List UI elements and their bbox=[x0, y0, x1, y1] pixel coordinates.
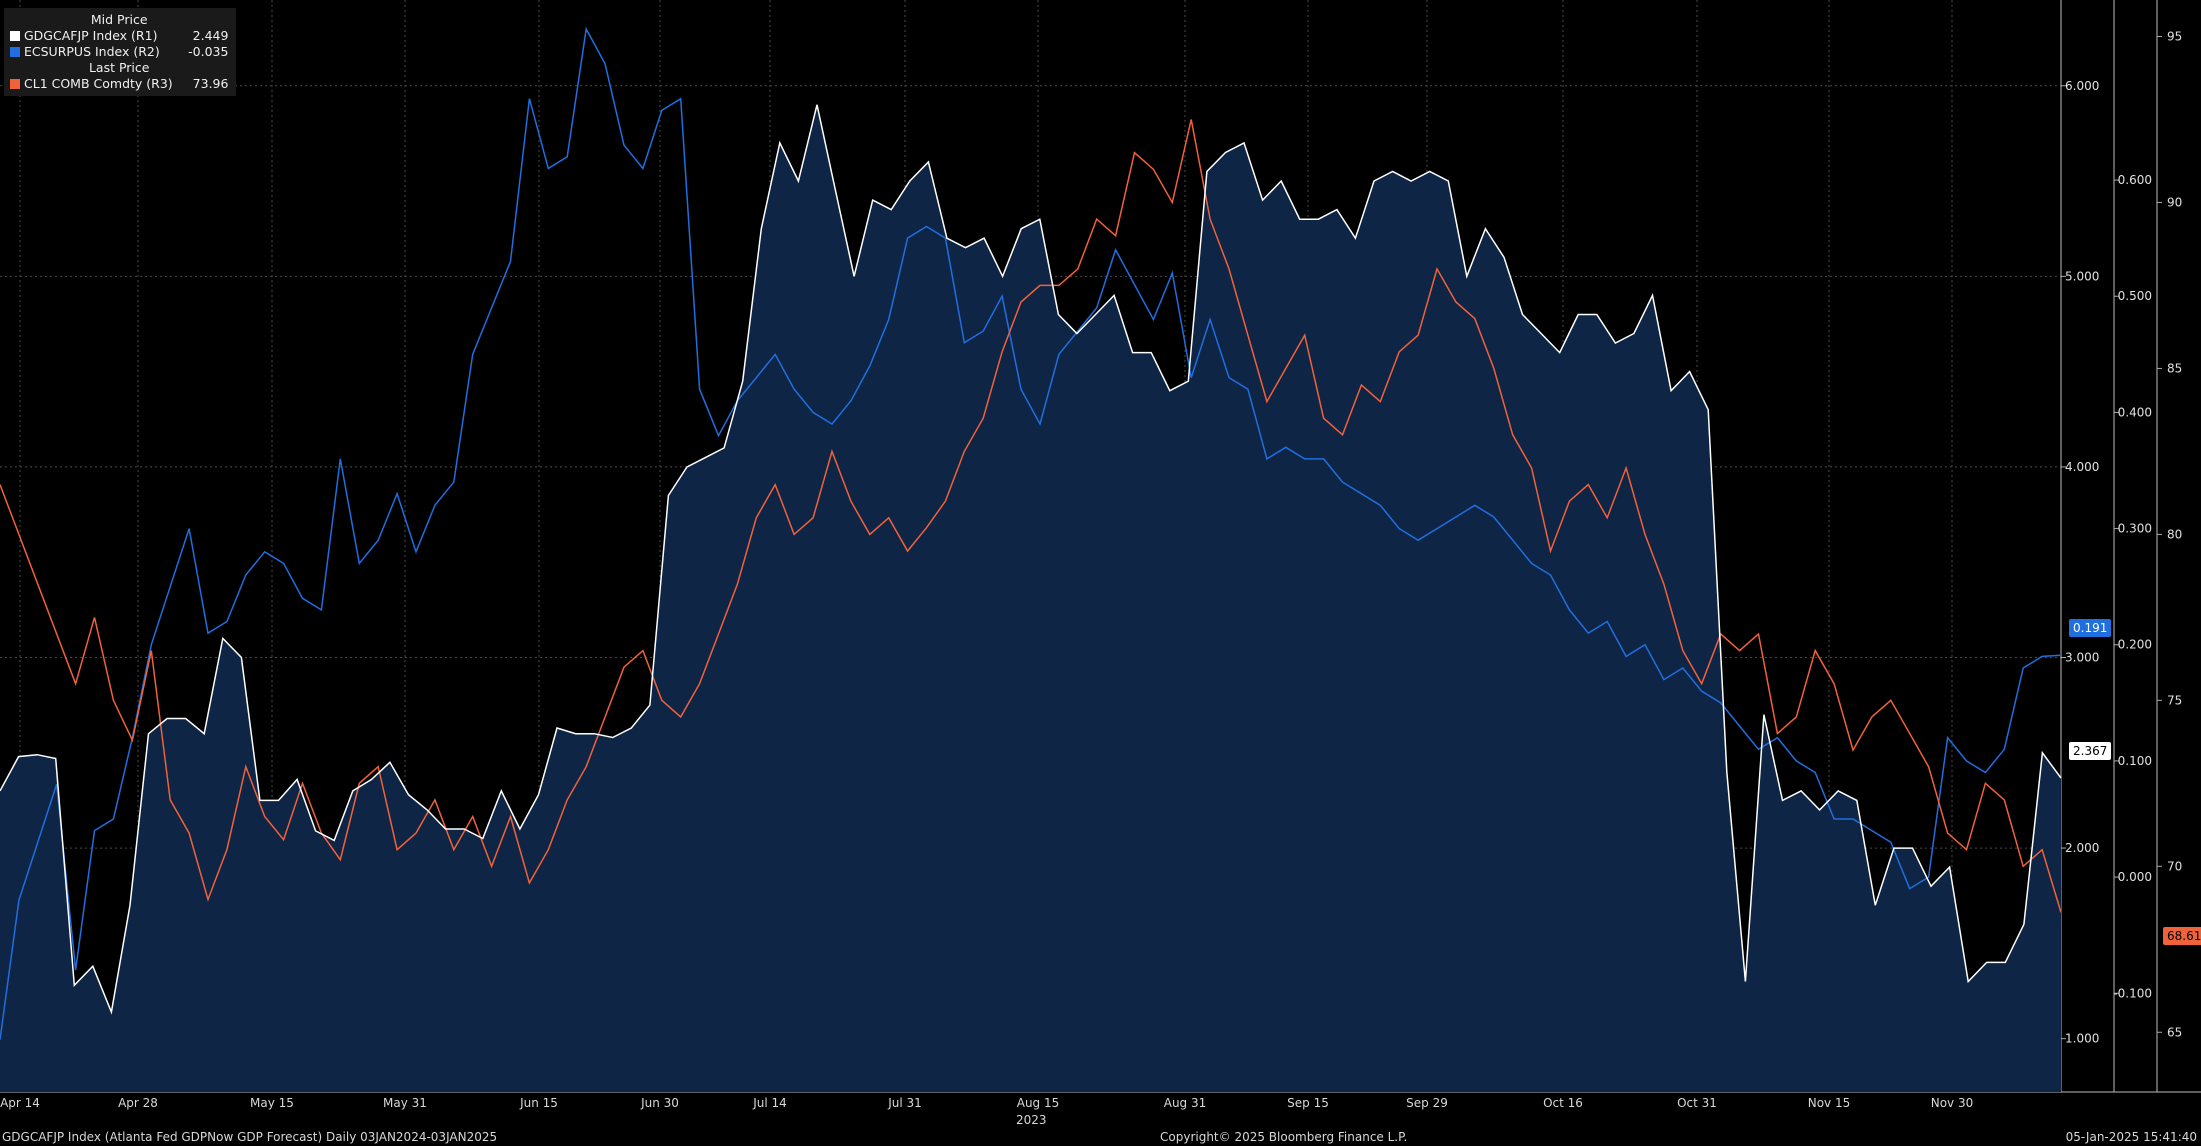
r2-tick-label: 0.400 bbox=[2118, 405, 2152, 419]
r3-tick-label: 70 bbox=[2167, 859, 2182, 873]
legend-item-ecsurpus: ECSURPUS Index (R2) -0.035 bbox=[10, 44, 228, 60]
ecsurpus-line bbox=[0, 26, 2062, 1040]
legend-swatch-blue bbox=[10, 47, 20, 57]
x-tick-label: Jun 30 bbox=[640, 1096, 679, 1110]
x-tick-label: Nov 30 bbox=[1931, 1096, 1974, 1110]
x-tick-label: Jul 14 bbox=[752, 1096, 787, 1110]
x-tick-label: Oct 31 bbox=[1677, 1096, 1717, 1110]
last-value-tag-r3: 68.61 bbox=[2163, 927, 2201, 945]
x-tick-label: Sep 15 bbox=[1287, 1096, 1329, 1110]
r2-tick-label: 0.100 bbox=[2118, 754, 2152, 768]
r1-tick-label: 3.000 bbox=[2065, 650, 2099, 664]
legend-value: 73.96 bbox=[192, 76, 229, 91]
legend-value: 2.449 bbox=[192, 28, 229, 43]
x-tick-label: Jul 31 bbox=[887, 1096, 922, 1110]
r3-tick-label: 95 bbox=[2167, 30, 2182, 44]
gdgcafjp-line bbox=[0, 104, 2062, 1015]
footer-description: GDGCAFJP Index (Atlanta Fed GDPNow GDP F… bbox=[2, 1130, 498, 1144]
x-tick-label: Apr 14 bbox=[0, 1096, 40, 1110]
r1-tick-label: 1.000 bbox=[2065, 1032, 2099, 1046]
gdgcafjp-area bbox=[0, 104, 2061, 1093]
r2-tick-label: 0.300 bbox=[2118, 522, 2152, 536]
r3-tick-label: 90 bbox=[2167, 195, 2182, 209]
r2-tick-label: 0.000 bbox=[2118, 870, 2152, 884]
legend-label: GDGCAFJP Index (R1) bbox=[24, 28, 158, 43]
legend-swatch-white bbox=[10, 31, 20, 41]
r3-tick-label: 65 bbox=[2167, 1025, 2182, 1039]
r2-tick-label: 0.500 bbox=[2118, 289, 2152, 303]
r3-tick-label: 85 bbox=[2167, 361, 2182, 375]
r1-tick-label: 2.000 bbox=[2065, 841, 2099, 855]
footer-copyright: Copyright© 2025 Bloomberg Finance L.P. bbox=[1160, 1130, 1408, 1144]
legend-item-gdgcafjp: GDGCAFJP Index (R1) 2.449 bbox=[10, 28, 228, 44]
x-tick-label: Sep 29 bbox=[1406, 1096, 1448, 1110]
x-tick-label: Aug 15 bbox=[1017, 1096, 1060, 1110]
r1-tick-label: 4.000 bbox=[2065, 460, 2099, 474]
x-tick-label: May 15 bbox=[250, 1096, 294, 1110]
x-tick-label: May 31 bbox=[383, 1096, 427, 1110]
legend-swatch-orange bbox=[10, 79, 20, 89]
legend-item-cl1: CL1 COMB Comdty (R3) 73.96 bbox=[10, 76, 228, 92]
last-value-tag-r1: 2.367 bbox=[2069, 742, 2112, 760]
x-tick-label: Aug 31 bbox=[1164, 1096, 1207, 1110]
legend: Mid Price GDGCAFJP Index (R1) 2.449 ECSU… bbox=[4, 8, 237, 96]
r2-tick-label: -0.100 bbox=[2113, 986, 2152, 1000]
year-label: 2023 bbox=[1016, 1113, 1047, 1127]
legend-header-last: Last Price bbox=[88, 60, 150, 75]
legend-value: -0.035 bbox=[188, 44, 229, 59]
x-tick-label: Apr 28 bbox=[118, 1096, 158, 1110]
r2-tick-label: 0.600 bbox=[2118, 173, 2152, 187]
r1-tick-label: 5.000 bbox=[2065, 269, 2099, 283]
r2-tick-label: 0.200 bbox=[2118, 638, 2152, 652]
last-value-tag-r2: 0.191 bbox=[2069, 619, 2112, 637]
r1-tick-label: 6.000 bbox=[2065, 79, 2099, 93]
r3-tick-label: 80 bbox=[2167, 527, 2182, 541]
cl1-line bbox=[0, 119, 2062, 913]
x-tick-label: Nov 15 bbox=[1808, 1096, 1851, 1110]
x-tick-label: Oct 16 bbox=[1543, 1096, 1583, 1110]
legend-label: ECSURPUS Index (R2) bbox=[24, 44, 160, 59]
x-tick-label: Jun 15 bbox=[519, 1096, 558, 1110]
r3-tick-label: 75 bbox=[2167, 693, 2182, 707]
legend-header-mid: Mid Price bbox=[90, 12, 148, 27]
footer-timestamp: 05-Jan-2025 15:41:40 bbox=[2065, 1130, 2197, 1144]
legend-label: CL1 COMB Comdty (R3) bbox=[24, 76, 173, 91]
